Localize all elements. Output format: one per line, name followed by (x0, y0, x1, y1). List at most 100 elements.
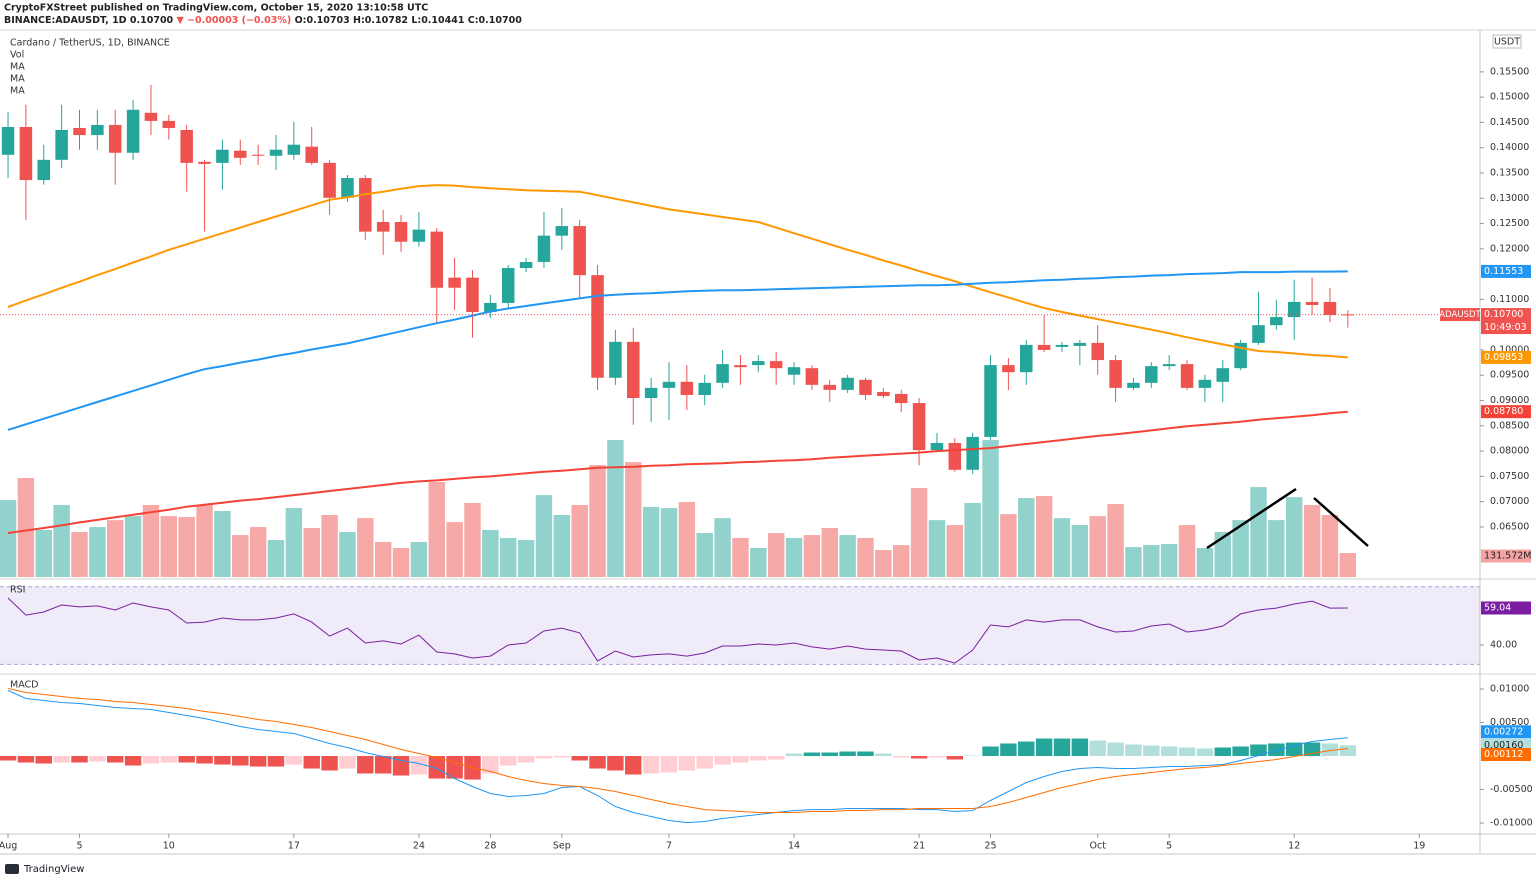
candle-body (412, 229, 426, 242)
symbol-line: BINANCE:ADAUSDT, 1D 0.10700 ▼ −0.00003 (… (4, 15, 522, 26)
candle-body (466, 277, 479, 313)
y-tick-label: 40.00 (1490, 639, 1517, 650)
volume-last-label: 131.572M (1484, 551, 1531, 562)
volume-bar (178, 517, 195, 577)
histogram-bar (267, 756, 285, 767)
volume-bar (89, 527, 106, 577)
ma-last-label-box (1481, 350, 1531, 364)
histogram-bar (607, 756, 624, 771)
candle-body (19, 126, 33, 181)
candle-body (698, 382, 711, 395)
x-tick-label: 5 (76, 841, 82, 852)
candle-body (269, 149, 283, 156)
y-tick-label: 0.01000 (1490, 684, 1529, 695)
candle-body (912, 403, 926, 451)
candle-body (841, 377, 854, 390)
candle-body (1073, 342, 1087, 346)
volume-bar (482, 529, 499, 577)
histogram-bar (232, 756, 249, 766)
candle-body (216, 149, 229, 163)
volume-bar (249, 527, 267, 577)
histogram-bar (428, 756, 445, 779)
histogram-bar (982, 746, 999, 757)
countdown: 10:49:03 (1484, 322, 1527, 333)
y-tick-label: 0.08000 (1490, 446, 1529, 457)
volume-bar (1053, 518, 1071, 577)
histogram-bar (1321, 743, 1339, 757)
histogram-bar (1196, 748, 1214, 757)
chart-title: Cardano / TetherUS, 1D, BINANCE (10, 38, 170, 49)
histogram-bar (571, 756, 588, 761)
histogram-bar (107, 756, 124, 763)
candle-body (948, 443, 962, 470)
histogram-bar (1053, 738, 1071, 757)
volume-bar (35, 529, 52, 577)
histogram-bar (1071, 738, 1089, 757)
brand-logo (5, 864, 19, 874)
volume-bar (1339, 553, 1357, 577)
candle-body (448, 277, 461, 288)
histogram-bar (1160, 746, 1178, 757)
y-tick-label: 0.09000 (1490, 395, 1529, 406)
volume-bar (1178, 525, 1196, 577)
histogram-bar (1286, 742, 1303, 757)
candle-body (341, 178, 354, 198)
histogram-bar (482, 756, 499, 774)
x-tick-label: Sep (553, 841, 571, 852)
volume-bar (303, 527, 320, 577)
histogram-bar (285, 756, 303, 765)
macd-title: MACD (10, 680, 38, 691)
volume-bar (928, 520, 946, 577)
legend-entry: MA (10, 62, 25, 73)
candle-body (1180, 364, 1194, 388)
volume-bar (1250, 487, 1267, 577)
histogram-bar (785, 753, 803, 757)
y-tick-label: 0.14500 (1490, 117, 1529, 128)
histogram-bar (17, 756, 35, 763)
histogram-last-label: 0.00160 (1484, 740, 1523, 751)
candle-body (1055, 344, 1069, 347)
volume-last-label-box (1481, 549, 1531, 563)
rsi-line (7, 597, 1348, 664)
publisher: CryptoFXStreet published on TradingView.… (4, 3, 428, 14)
volume-bar (660, 508, 678, 577)
y-tick-label: 0.15000 (1490, 92, 1529, 103)
histogram-bar (160, 756, 178, 763)
candle-body (376, 222, 390, 232)
ma-last-label: 0.08780 (1484, 406, 1523, 417)
histogram-bar (1018, 741, 1035, 757)
legend-entry: MA (10, 74, 25, 85)
ma-last-label: 0.09853 (1484, 352, 1523, 363)
legend-entry: Vol (10, 50, 24, 61)
macd-line (7, 688, 1348, 813)
volume-bar (464, 502, 481, 577)
y-tick-label: 0.00500 (1490, 717, 1529, 728)
histogram-bar (0, 756, 17, 761)
rsi-last-label-box (1481, 601, 1531, 615)
histogram-bar (214, 756, 231, 765)
symbol: BINANCE:ADAUSDT, 1D (4, 15, 127, 26)
candle-body (55, 130, 68, 160)
histogram-bar (714, 756, 731, 765)
volume-bar (446, 522, 463, 577)
volume-bar (857, 537, 874, 577)
histogram-bar (249, 756, 267, 767)
x-tick-label: 25 (984, 841, 996, 852)
histogram-bar (1214, 747, 1231, 757)
moving-average (7, 270, 1348, 431)
candle-body (752, 361, 765, 366)
candle-body (555, 226, 569, 236)
candle-body (484, 302, 497, 313)
histogram-bar (1035, 738, 1053, 757)
volume-bar (535, 495, 553, 577)
ohlc: O:0.10703 H:0.10782 L:0.10441 C:0.10700 (295, 15, 523, 26)
candle-body (91, 124, 104, 136)
histogram-bar (35, 756, 52, 764)
volume-bar (1286, 497, 1303, 577)
moving-average (7, 184, 1348, 359)
ma-last-label: 0.11553 (1484, 266, 1523, 277)
histogram-bar (625, 756, 642, 775)
ma-last-label-box (1481, 264, 1531, 278)
volume-bar (1160, 543, 1178, 577)
candle-body (1198, 379, 1212, 388)
